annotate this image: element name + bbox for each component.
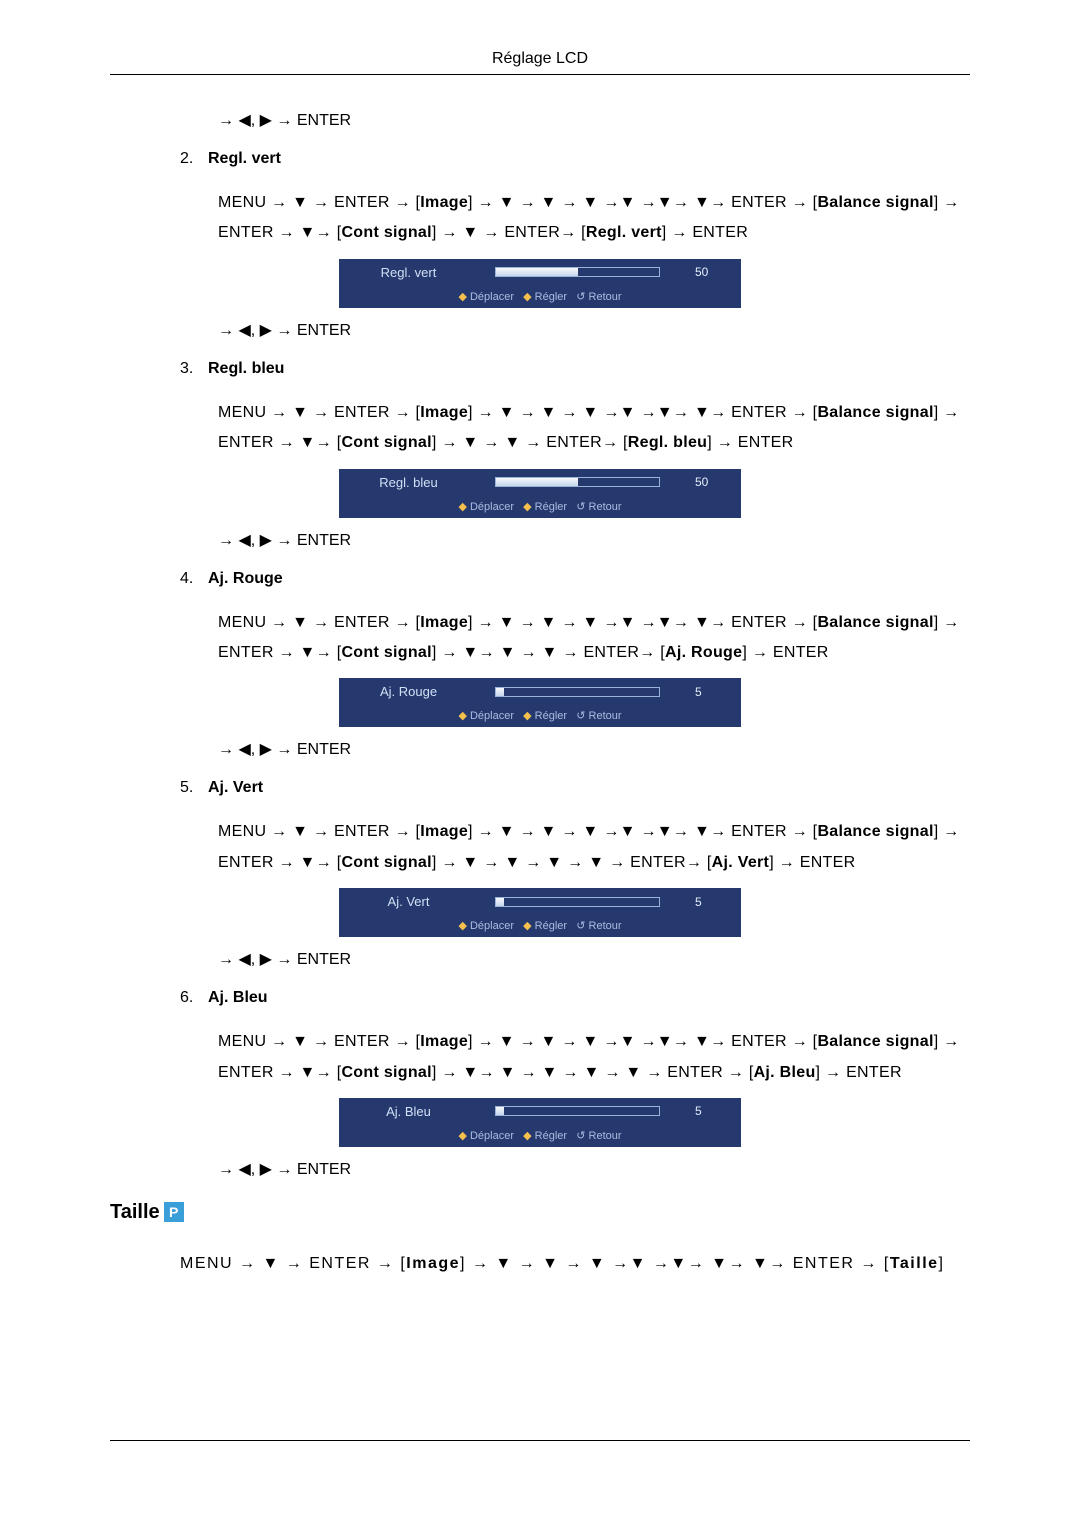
osd-slider	[495, 897, 660, 907]
osd-value: 5	[695, 895, 723, 909]
list-item: 3. Regl. bleu	[180, 360, 970, 378]
osd-value: 5	[695, 1104, 723, 1118]
osd-bar: Aj. Bleu 5 ◆ Déplacer ◆ Régler ↺ Retour	[339, 1098, 741, 1147]
item-title: Aj. Vert	[208, 779, 263, 797]
nav-enter-line: → ◀, ▶ → ENTER	[218, 949, 970, 969]
menu-path: MENU → ▼ → ENTER → [Image] → ▼ → ▼ → ▼ →…	[218, 608, 970, 669]
nav-enter-line: → ◀, ▶ → ENTER	[218, 739, 970, 759]
osd-footer: ◆ Déplacer ◆ Régler ↺ Retour	[339, 286, 741, 308]
menu-path: MENU → ▼ → ENTER → [Image] → ▼ → ▼ → ▼ →…	[218, 398, 970, 459]
osd-value: 5	[695, 685, 723, 699]
list-item: 4. Aj. Rouge	[180, 570, 970, 588]
menu-path: MENU → ▼ → ENTER → [Image] → ▼ → ▼ → ▼ →…	[218, 1027, 970, 1088]
osd-footer: ◆ Déplacer ◆ Régler ↺ Retour	[339, 1125, 741, 1147]
nav-enter-line: → ◀, ▶ → ENTER	[218, 530, 970, 550]
list-item: 2. Regl. vert	[180, 150, 970, 168]
osd-label: Regl. bleu	[357, 475, 460, 490]
item-number: 2.	[180, 150, 196, 168]
item-number: 3.	[180, 360, 196, 378]
osd-footer: ◆ Déplacer ◆ Régler ↺ Retour	[339, 496, 741, 518]
osd-slider	[495, 267, 660, 277]
osd-slider	[495, 687, 660, 697]
osd-footer: ◆ Déplacer ◆ Régler ↺ Retour	[339, 705, 741, 727]
menu-path: MENU → ▼ → ENTER → [Image] → ▼ → ▼ → ▼ →…	[218, 188, 970, 249]
page-title: Réglage LCD	[110, 50, 970, 75]
list-item: 5. Aj. Vert	[180, 779, 970, 797]
item-number: 4.	[180, 570, 196, 588]
osd-bar: Aj. Rouge 5 ◆ Déplacer ◆ Régler ↺ Retour	[339, 678, 741, 727]
item-number: 5.	[180, 779, 196, 797]
p-icon: P	[164, 1202, 184, 1222]
item-title: Regl. bleu	[208, 360, 284, 378]
menu-path: MENU → ▼ → ENTER → [Image] → ▼ → ▼ → ▼ →…	[218, 817, 970, 878]
osd-label: Aj. Rouge	[357, 684, 460, 699]
heading-text: Taille	[110, 1201, 160, 1224]
osd-slider	[495, 1106, 660, 1116]
osd-value: 50	[695, 265, 723, 279]
footer-rule	[110, 1440, 970, 1441]
item-number: 6.	[180, 989, 196, 1007]
osd-label: Regl. vert	[357, 265, 460, 280]
nav-enter-line: → ◀, ▶ → ENTER	[218, 320, 970, 340]
menu-path: MENU → ▼ → ENTER → [Image] → ▼ → ▼ → ▼ →…	[180, 1249, 970, 1279]
taille-heading: TailleP	[110, 1201, 970, 1224]
osd-bar: Regl. bleu 50 ◆ Déplacer ◆ Régler ↺ Retour	[339, 469, 741, 518]
list-item: 6. Aj. Bleu	[180, 989, 970, 1007]
osd-slider	[495, 477, 660, 487]
nav-enter-line: → ◀, ▶ → ENTER	[218, 1159, 970, 1179]
item-title: Aj. Bleu	[208, 989, 268, 1007]
item-title: Regl. vert	[208, 150, 281, 168]
osd-label: Aj. Vert	[357, 894, 460, 909]
osd-label: Aj. Bleu	[357, 1104, 460, 1119]
osd-bar: Regl. vert 50 ◆ Déplacer ◆ Régler ↺ Retour	[339, 259, 741, 308]
osd-bar: Aj. Vert 5 ◆ Déplacer ◆ Régler ↺ Retour	[339, 888, 741, 937]
osd-value: 50	[695, 475, 723, 489]
nav-enter-line: → ◀, ▶ → ENTER	[218, 110, 970, 130]
item-title: Aj. Rouge	[208, 570, 283, 588]
osd-footer: ◆ Déplacer ◆ Régler ↺ Retour	[339, 915, 741, 937]
